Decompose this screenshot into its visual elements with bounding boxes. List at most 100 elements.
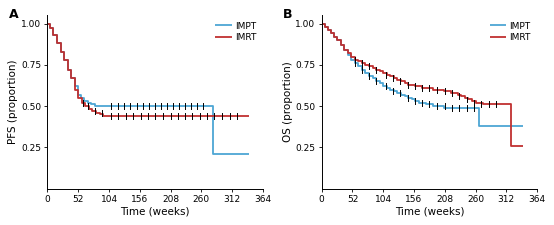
- IMRT: [82, 101, 89, 104]
- IMPT: [57, 42, 64, 45]
- Line: IMRT: IMRT: [322, 24, 523, 146]
- IMRT: [107, 115, 114, 117]
- IMPT: [348, 54, 355, 56]
- IMRT: [82, 105, 89, 107]
- IMRT: [391, 75, 397, 78]
- IMRT: [520, 144, 526, 147]
- Y-axis label: PFS (proportion): PFS (proportion): [8, 60, 18, 144]
- IMRT: [100, 113, 106, 116]
- IMPT: [440, 106, 447, 109]
- IMRT: [79, 97, 85, 99]
- IMPT: [102, 105, 109, 107]
- IMRT: [54, 42, 60, 45]
- IMRT: [408, 83, 415, 86]
- IMPT: [68, 77, 74, 79]
- IMPT: [520, 125, 526, 127]
- Y-axis label: OS (proportion): OS (proportion): [283, 62, 293, 142]
- IMRT: [504, 103, 511, 106]
- IMRT: [79, 101, 85, 104]
- IMPT: [84, 101, 91, 104]
- IMPT: [102, 105, 109, 107]
- IMRT: [100, 115, 106, 117]
- IMPT: [61, 50, 68, 53]
- IMRT: [57, 50, 64, 53]
- IMPT: [106, 105, 112, 107]
- Line: IMRT: IMRT: [48, 24, 249, 116]
- Text: B: B: [283, 8, 293, 21]
- IMPT: [324, 29, 331, 32]
- IMRT: [85, 105, 92, 107]
- IMRT: [57, 42, 64, 45]
- IMPT: [95, 105, 102, 107]
- X-axis label: Time (weeks): Time (weeks): [120, 207, 190, 217]
- IMPT: [50, 27, 57, 30]
- IMPT: [210, 105, 217, 107]
- IMRT: [93, 111, 99, 114]
- Line: IMPT: IMPT: [48, 24, 249, 154]
- IMPT: [245, 153, 252, 155]
- IMRT: [245, 115, 252, 117]
- IMPT: [430, 105, 437, 107]
- IMPT: [64, 58, 71, 61]
- IMRT: [89, 110, 96, 112]
- IMPT: [210, 153, 217, 155]
- IMRT: [50, 27, 57, 30]
- IMPT: [95, 105, 102, 107]
- Line: IMPT: IMPT: [322, 24, 523, 126]
- IMPT: [99, 105, 105, 107]
- Legend: IMPT, IMRT: IMPT, IMRT: [488, 20, 532, 44]
- IMPT: [71, 85, 78, 88]
- IMRT: [85, 108, 92, 111]
- IMPT: [81, 100, 88, 102]
- IMRT: [93, 110, 99, 112]
- IMRT: [245, 115, 252, 117]
- IMRT: [64, 68, 71, 71]
- IMPT: [61, 58, 68, 61]
- IMPT: [75, 85, 81, 88]
- IMPT: [64, 68, 71, 71]
- IMPT: [54, 34, 60, 36]
- IMRT: [319, 22, 325, 25]
- IMRT: [75, 88, 81, 91]
- IMRT: [508, 144, 515, 147]
- IMRT: [89, 108, 96, 111]
- IMRT: [366, 65, 372, 68]
- IMRT: [104, 115, 110, 117]
- IMRT: [68, 68, 74, 71]
- X-axis label: Time (weeks): Time (weeks): [394, 207, 464, 217]
- IMRT: [64, 58, 71, 61]
- IMPT: [440, 105, 447, 107]
- IMPT: [78, 97, 84, 99]
- IMRT: [107, 115, 114, 117]
- IMPT: [78, 93, 84, 96]
- IMPT: [75, 93, 81, 96]
- IMRT: [44, 22, 51, 25]
- IMRT: [362, 62, 369, 65]
- IMPT: [68, 68, 74, 71]
- IMRT: [61, 50, 68, 53]
- IMPT: [433, 105, 440, 107]
- IMRT: [104, 115, 110, 117]
- IMRT: [71, 88, 78, 91]
- IMPT: [319, 22, 325, 25]
- IMPT: [245, 153, 252, 155]
- IMPT: [91, 103, 98, 106]
- IMRT: [47, 27, 54, 30]
- IMPT: [84, 100, 91, 102]
- Legend: IMPT, IMRT: IMPT, IMRT: [213, 20, 258, 44]
- IMPT: [106, 105, 112, 107]
- IMPT: [44, 22, 51, 25]
- IMPT: [54, 42, 60, 45]
- IMRT: [75, 97, 81, 99]
- IMPT: [81, 97, 88, 99]
- IMPT: [47, 22, 54, 25]
- IMPT: [50, 34, 57, 36]
- IMRT: [54, 34, 60, 36]
- IMPT: [91, 105, 98, 107]
- IMPT: [476, 125, 483, 127]
- IMRT: [50, 34, 57, 36]
- IMPT: [71, 77, 78, 79]
- IMPT: [47, 27, 54, 30]
- IMRT: [71, 77, 78, 79]
- IMPT: [99, 105, 105, 107]
